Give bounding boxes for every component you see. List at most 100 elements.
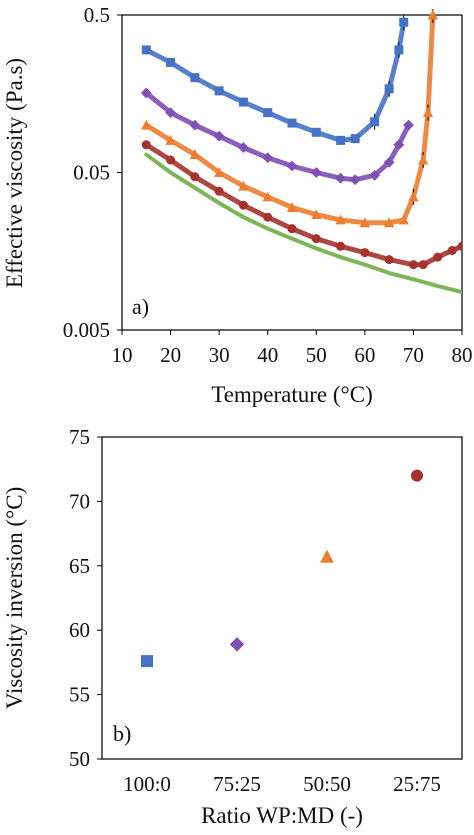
series-a-diamond bbox=[140, 87, 414, 186]
data-point-a bbox=[287, 224, 297, 234]
data-point-a bbox=[417, 154, 429, 165]
data-point-a bbox=[214, 86, 224, 96]
data-point-a bbox=[359, 217, 371, 228]
data-point-a bbox=[336, 135, 346, 145]
data-point-a bbox=[141, 45, 151, 55]
data-point-a bbox=[360, 248, 370, 258]
data-point-a bbox=[383, 156, 395, 168]
data-point-a bbox=[335, 172, 346, 184]
data-point-a bbox=[238, 97, 248, 107]
data-point-a bbox=[166, 155, 176, 165]
data-point-a bbox=[399, 17, 409, 27]
data-point-a bbox=[238, 200, 248, 210]
x-tick-label-a: 70 bbox=[403, 343, 424, 367]
data-point-a bbox=[262, 191, 273, 202]
series-line-a bbox=[144, 152, 462, 295]
x-tick-label-b: 100:0 bbox=[123, 772, 171, 796]
panel-label-a: a) bbox=[132, 294, 149, 319]
data-point-a bbox=[418, 260, 428, 270]
x-tick-label-a: 50 bbox=[306, 343, 327, 367]
data-point-b-square bbox=[141, 655, 153, 668]
series-line-a bbox=[143, 90, 412, 183]
data-point-a bbox=[165, 134, 176, 145]
data-point-a bbox=[311, 127, 321, 137]
panel-b: 100:0 75:25 50:50 25:75 50 55 60 65 70 75 b) Rat… bbox=[2, 425, 463, 828]
panel-a: 10 20 30 40 50 60 70 80 0.005 0.05 0.5 a) Tempera… bbox=[2, 3, 473, 407]
data-point-b-circle bbox=[411, 469, 423, 482]
data-point-a bbox=[238, 180, 249, 191]
x-tick-label-a: 30 bbox=[209, 343, 230, 367]
data-point-a bbox=[427, 9, 439, 20]
data-point-a bbox=[403, 119, 414, 131]
data-point-a bbox=[350, 134, 360, 144]
y-axis-label-b: Viscosity inversion (°C) bbox=[2, 487, 27, 709]
y-tick-label-a: 0.005 bbox=[63, 318, 110, 342]
x-tick-label-a: 20 bbox=[160, 343, 181, 367]
data-point-a bbox=[287, 118, 297, 128]
data-point-a bbox=[141, 119, 152, 130]
data-point-a bbox=[310, 167, 322, 178]
series-group-b bbox=[141, 469, 423, 668]
series-a-square bbox=[141, 14, 409, 145]
data-point-a bbox=[286, 202, 298, 212]
x-tick-label-a: 60 bbox=[354, 343, 375, 367]
series-a-triangle bbox=[141, 9, 439, 228]
data-point-a bbox=[141, 140, 151, 150]
data-point-a bbox=[311, 209, 322, 220]
data-point-a bbox=[447, 245, 457, 255]
data-point-a bbox=[238, 142, 249, 153]
y-ticks-a: 0.005 0.05 0.5 bbox=[63, 3, 122, 342]
x-tick-label-b: 75:25 bbox=[213, 772, 261, 796]
series-group-a bbox=[140, 9, 462, 295]
data-point-a bbox=[140, 87, 152, 99]
data-point-a bbox=[384, 255, 394, 265]
x-tick-label-a: 40 bbox=[257, 343, 278, 367]
data-point-a bbox=[408, 191, 419, 202]
y-axis-label-a: Effective viscosity (Pa.s) bbox=[2, 58, 27, 288]
data-point-a bbox=[370, 117, 380, 127]
x-tick-label-b: 25:75 bbox=[393, 772, 441, 796]
y-tick-label-b: 60 bbox=[69, 618, 90, 642]
x-tick-label-a: 10 bbox=[112, 343, 133, 367]
data-point-b-diamond bbox=[229, 637, 245, 652]
x-axis-label-a: Temperature (°C) bbox=[211, 382, 372, 407]
data-point-a bbox=[189, 119, 201, 131]
data-point-a bbox=[398, 214, 409, 225]
y-tick-label-b: 50 bbox=[69, 747, 90, 771]
y-tick-label-b: 75 bbox=[69, 425, 90, 449]
data-point-a bbox=[165, 107, 176, 119]
data-point-a bbox=[189, 149, 201, 160]
series-a-circle bbox=[141, 140, 462, 270]
data-point-a bbox=[190, 172, 200, 182]
data-point-a bbox=[336, 241, 346, 251]
data-point-a bbox=[384, 84, 394, 94]
x-ticks-b: 100:0 75:25 50:50 25:75 bbox=[123, 772, 441, 796]
data-point-a bbox=[457, 241, 462, 251]
data-point-b-triangle bbox=[320, 549, 334, 563]
data-point-a bbox=[286, 160, 298, 172]
data-point-a bbox=[422, 107, 434, 118]
data-point-a bbox=[369, 169, 380, 181]
data-point-a bbox=[335, 214, 346, 225]
plot-area-a bbox=[140, 9, 462, 295]
data-point-a bbox=[433, 252, 443, 262]
data-point-a bbox=[394, 45, 404, 55]
data-point-a bbox=[263, 212, 273, 222]
data-point-a bbox=[408, 260, 418, 270]
data-point-a bbox=[263, 108, 273, 118]
series-line-a bbox=[143, 12, 436, 226]
series-a-line bbox=[144, 152, 462, 295]
y-tick-label-b: 55 bbox=[69, 683, 90, 707]
data-point-a bbox=[166, 57, 176, 67]
data-point-a bbox=[213, 167, 225, 177]
data-point-a bbox=[213, 130, 225, 142]
data-point-a bbox=[311, 234, 321, 244]
data-point-a bbox=[262, 152, 274, 164]
data-point-a bbox=[383, 217, 395, 228]
y-tick-label-a: 0.5 bbox=[84, 3, 110, 27]
plot-frame-b bbox=[101, 436, 463, 760]
y-tick-label-b: 70 bbox=[69, 489, 90, 513]
y-ticks-b: 50 55 60 65 70 75 bbox=[69, 425, 102, 771]
data-point-a bbox=[190, 73, 200, 83]
